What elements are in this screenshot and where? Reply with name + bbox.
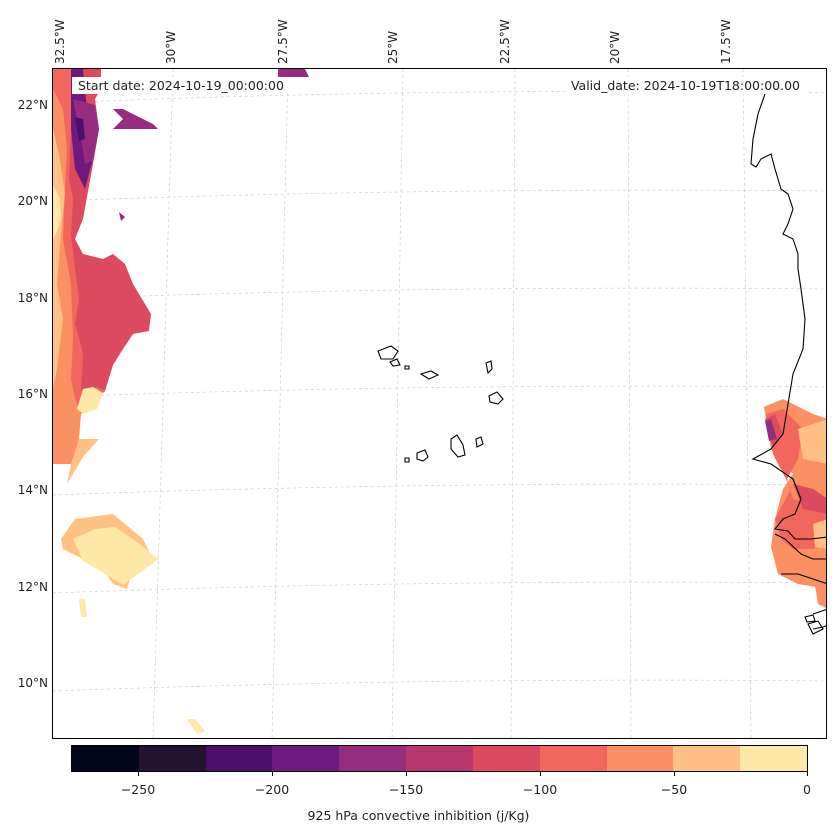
africa-coastline: [812, 625, 826, 630]
colorbar-tick-label: −250: [120, 782, 156, 797]
start-date-label: Start date: 2024-10-19_00:00:00: [72, 77, 290, 94]
colorbar-segment: [272, 746, 340, 771]
contour-fill: [73, 99, 99, 164]
colorbar-segment: [72, 746, 139, 771]
lon-label: 30°W: [164, 30, 178, 64]
contour-fill: [67, 439, 99, 484]
cin-contours-east: [764, 399, 826, 608]
colorbar-segment: [740, 746, 807, 771]
lat-label: 20°N: [17, 194, 48, 208]
lon-label: 32.5°W: [53, 19, 67, 64]
africa-coastline: [774, 533, 826, 560]
guinea-bissau-islands: [807, 620, 824, 635]
island-sao-vicente: [389, 358, 401, 367]
colorbar-segment: [339, 746, 407, 771]
map-canvas: [53, 69, 826, 738]
lon-label: 27.5°W: [276, 19, 290, 64]
lon-label: 25°W: [386, 30, 400, 64]
contour-fill: [793, 484, 826, 514]
colorbar-segment: [205, 746, 273, 771]
contour-fill: [765, 419, 777, 441]
cin-contours-west: [53, 69, 309, 734]
lat-label: 16°N: [17, 387, 48, 401]
colorbar-tick-label: −150: [388, 782, 424, 797]
contour-fill: [79, 599, 87, 617]
africa-coastline: [812, 609, 826, 615]
contour-fill: [113, 109, 158, 129]
contour-fill: [798, 419, 826, 464]
island-santa-luzia: [404, 365, 410, 370]
map-area[interactable]: [52, 68, 827, 739]
colorbar-tick-label: −100: [522, 782, 558, 797]
guinea-bissau-islands: [804, 614, 816, 623]
contour-fill: [73, 527, 159, 585]
lat-label: 10°N: [17, 676, 48, 690]
colorbar-tick-label: 0: [803, 782, 811, 797]
contour-fill: [813, 569, 826, 608]
coastlines: [377, 83, 826, 635]
lat-label: 18°N: [17, 291, 48, 305]
colorbar-segment: [539, 746, 607, 771]
contour-fill: [75, 117, 85, 141]
lat-label: 22°N: [17, 98, 48, 112]
colorbar-tickmark: [272, 772, 273, 776]
island-sao-nicolau: [419, 370, 440, 380]
colorbar-tick-label: −50: [660, 782, 688, 797]
colorbar-segment: [472, 746, 540, 771]
contour-fill: [77, 387, 103, 414]
contour-fill: [53, 184, 61, 239]
contour-fill: [187, 719, 205, 734]
island-santiago: [450, 434, 466, 458]
colorbar-tick-label: −200: [254, 782, 290, 797]
colorbar-tickmark: [807, 772, 808, 776]
lat-label: 12°N: [17, 580, 48, 594]
colorbar-tickmark: [674, 772, 675, 776]
colorbar-segment: [606, 746, 674, 771]
colorbar-label: 925 hPa convective inhibition (j/Kg): [307, 808, 530, 823]
lon-label: 17.5°W: [719, 19, 733, 64]
island-sal: [485, 360, 493, 375]
lon-label: 20°W: [608, 30, 622, 64]
island-brava: [404, 457, 410, 463]
island-fogo: [416, 449, 429, 462]
contour-fill: [813, 519, 826, 549]
colorbar-tickmark: [406, 772, 407, 776]
island-boa-vista: [488, 391, 504, 405]
colorbar-segment: [138, 746, 206, 771]
island-maio: [475, 436, 484, 448]
island-santo-antao: [377, 345, 399, 360]
lon-label: 22.5°W: [498, 19, 512, 64]
colorbar-segment: [406, 746, 473, 771]
contour-fill: [766, 409, 826, 549]
contour-fill: [278, 69, 309, 77]
colorbar-tickmark: [138, 772, 139, 776]
colorbar-segment: [673, 746, 741, 771]
graticule: [53, 69, 826, 738]
africa-coastline: [781, 573, 826, 584]
africa-coastline: [750, 83, 826, 540]
lat-label: 14°N: [17, 483, 48, 497]
colorbar-tickmark: [540, 772, 541, 776]
colorbar: [71, 745, 808, 772]
contour-fill: [119, 212, 125, 221]
valid-date-label: Valid_date: 2024-10-19T18:00:00.00: [564, 77, 806, 94]
